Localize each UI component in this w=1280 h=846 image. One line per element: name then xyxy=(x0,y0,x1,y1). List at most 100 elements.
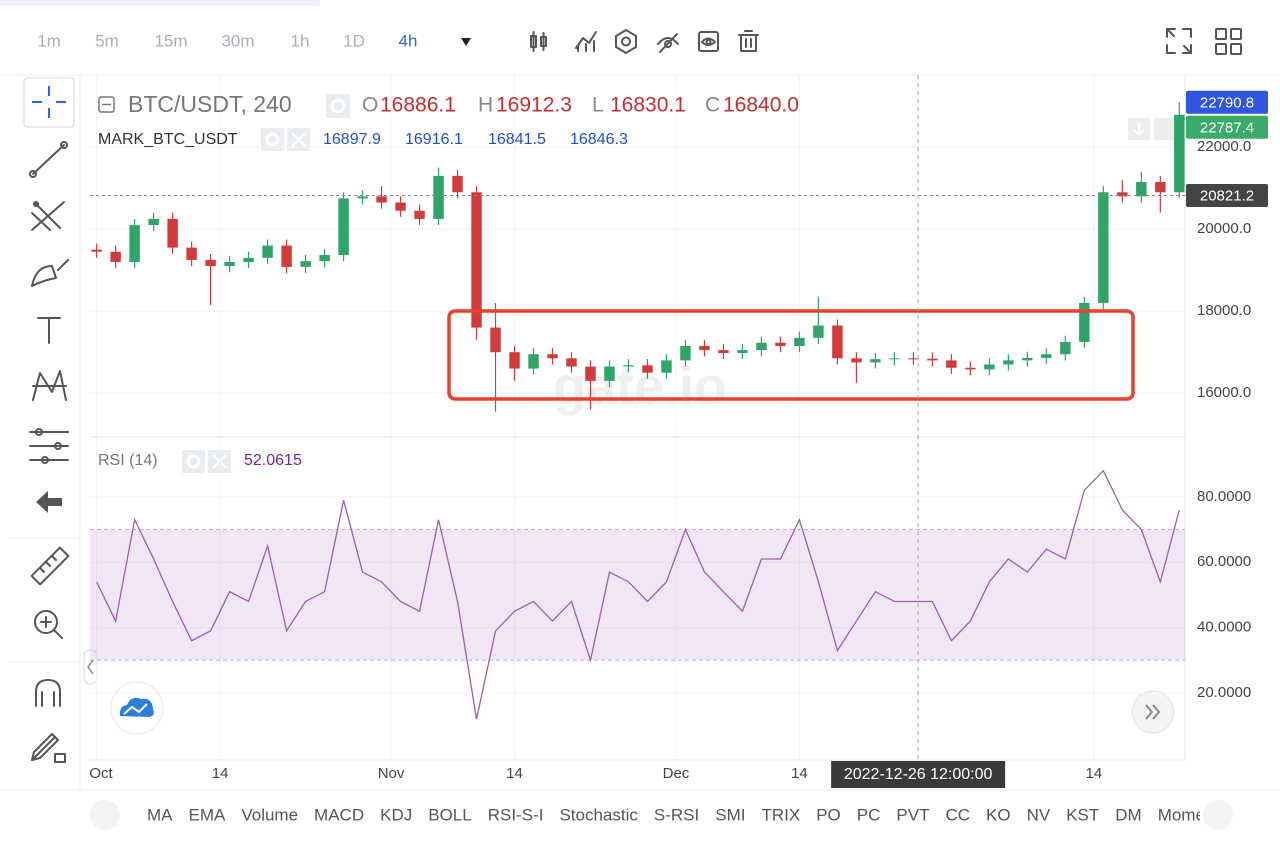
close-x xyxy=(212,454,227,469)
pane-button[interactable] xyxy=(1154,118,1176,140)
symbol-title: BTC/USDT, 240 xyxy=(128,91,292,117)
indicator-button[interactable]: Volume xyxy=(241,805,298,824)
interval-button[interactable]: 5m xyxy=(95,31,119,50)
interval-button[interactable]: 1D xyxy=(343,31,365,50)
indicator-button[interactable]: NV xyxy=(1027,805,1051,824)
indicator-button[interactable]: PVT xyxy=(896,805,929,824)
trash-icon[interactable] xyxy=(738,30,759,52)
candle-body xyxy=(851,358,862,363)
interval-button[interactable]: 30m xyxy=(221,31,254,50)
trend-line-tool[interactable] xyxy=(29,141,68,178)
candle-body xyxy=(1098,192,1109,303)
candle-body xyxy=(1003,360,1014,365)
measure-tool[interactable] xyxy=(29,428,69,464)
indicator-button[interactable]: SMI xyxy=(715,805,745,824)
rsi-settings[interactable] xyxy=(182,450,205,473)
interval-button[interactable]: 15m xyxy=(154,31,187,50)
indicator-button[interactable]: Momentum xyxy=(1158,805,1243,824)
indicator-button[interactable]: DM xyxy=(1115,805,1141,824)
indicator-button[interactable]: KO xyxy=(986,805,1011,824)
candle-body xyxy=(775,342,786,347)
brush-tool[interactable] xyxy=(31,259,69,287)
candle-body xyxy=(281,245,292,267)
indicator-button[interactable]: KST xyxy=(1066,805,1099,824)
candles-icon[interactable] xyxy=(530,31,547,52)
candle-body xyxy=(1117,192,1128,197)
candle-body xyxy=(262,245,273,258)
indicator-button[interactable]: S-RSI xyxy=(654,805,699,824)
text-tool[interactable] xyxy=(37,317,61,344)
back-tool[interactable] xyxy=(36,491,62,513)
candle-body xyxy=(661,360,672,373)
indicator-button[interactable]: TRIX xyxy=(761,805,800,824)
hide-drawings-icon[interactable] xyxy=(657,33,679,53)
indicator-button[interactable]: MA xyxy=(147,805,173,824)
candle-body xyxy=(604,366,615,381)
interval-button[interactable]: 1h xyxy=(291,31,310,50)
candle-body xyxy=(1155,182,1166,193)
candle-body xyxy=(1174,114,1185,193)
candle-body xyxy=(129,225,140,262)
crosshair-tool[interactable] xyxy=(32,86,66,118)
candle-body xyxy=(243,257,254,262)
indicators-icon[interactable] xyxy=(575,31,597,52)
fullscreen-icon[interactable] xyxy=(1166,28,1192,54)
dropdown-icon[interactable] xyxy=(461,38,471,46)
candle-body xyxy=(205,259,216,267)
y-tick-label: 20000.0 xyxy=(1197,220,1251,237)
candle-body xyxy=(699,346,710,351)
mark-settings[interactable] xyxy=(261,128,284,151)
rsi-band xyxy=(90,529,1185,661)
indicator-button[interactable]: PC xyxy=(857,805,881,824)
x-tick-label: Nov xyxy=(378,765,405,782)
indicator-bar: MA EMA Volume MACD KDJ BOLL RSI-S-I Stochastic S… xyxy=(147,805,1243,824)
settings-icon[interactable] xyxy=(615,29,637,54)
indicator-scroll-right[interactable] xyxy=(1203,800,1233,830)
y-tick-label: 40.0000 xyxy=(1197,619,1251,636)
interval-button[interactable]: 4h xyxy=(399,31,418,50)
candle-body xyxy=(927,358,938,361)
legend-settings[interactable] xyxy=(326,94,350,118)
magnet-tool[interactable] xyxy=(35,679,61,707)
pattern-tool[interactable] xyxy=(32,370,67,401)
indicator-button[interactable]: BOLL xyxy=(428,805,471,824)
cloud-logo xyxy=(119,697,154,717)
candle-body xyxy=(433,175,444,219)
candle-body xyxy=(889,358,900,360)
indicator-button[interactable]: Stochastic xyxy=(559,805,638,824)
candle-body xyxy=(680,346,691,361)
candle-body xyxy=(224,261,235,267)
lock-tool[interactable] xyxy=(31,733,66,763)
collapse-legend-icon[interactable] xyxy=(98,96,115,113)
visibility-icon[interactable] xyxy=(698,31,719,52)
ohlc-key: H xyxy=(478,94,493,117)
rsi-line xyxy=(96,469,1180,720)
cloud-logo-line xyxy=(123,703,148,715)
candle-body xyxy=(1136,182,1147,197)
ohlc-value: 16830.1 xyxy=(610,94,686,117)
candle-body xyxy=(946,360,957,368)
indicator-button[interactable]: RSI-S-I xyxy=(488,805,544,824)
price-badge xyxy=(1186,90,1268,114)
interval-button[interactable]: 1m xyxy=(37,31,61,50)
ruler-tool[interactable] xyxy=(30,546,70,586)
selected-tool[interactable] xyxy=(23,77,75,128)
indicator-button[interactable]: PO xyxy=(816,805,841,824)
gear xyxy=(186,454,201,469)
candle-body xyxy=(509,352,520,369)
candle-body xyxy=(319,255,330,262)
zoom-tool[interactable] xyxy=(34,610,63,639)
indicator-button[interactable]: KDJ xyxy=(380,805,412,824)
gear xyxy=(330,98,346,114)
indicator-button[interactable]: MACD xyxy=(314,805,364,824)
layout-icon[interactable] xyxy=(1215,28,1242,55)
indicator-button[interactable]: EMA xyxy=(189,805,227,824)
double-arrow xyxy=(1145,704,1161,720)
crosshair-label-bg xyxy=(831,761,1006,788)
candle-body xyxy=(984,364,995,370)
pitchfork-tool[interactable] xyxy=(31,201,65,231)
indicator-scroll-left[interactable] xyxy=(90,800,120,830)
indicator-button[interactable]: CC xyxy=(945,805,970,824)
candle-body xyxy=(813,325,824,338)
